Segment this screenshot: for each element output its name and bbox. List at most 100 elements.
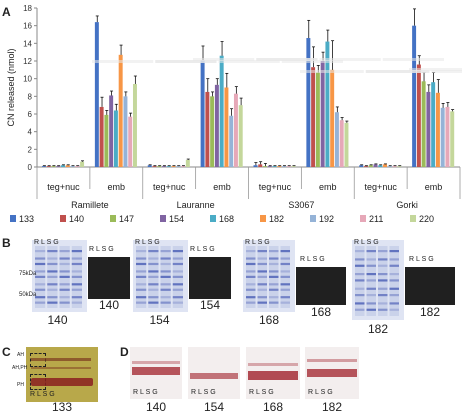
zymo-d-caption: 168 [246, 400, 300, 414]
bar [153, 166, 157, 167]
lane-labels: R L S G [30, 391, 55, 398]
bar [220, 56, 224, 167]
x-group-label: emb [425, 182, 443, 192]
bar [254, 165, 258, 167]
legend-swatch [410, 215, 416, 222]
bar [229, 116, 233, 167]
bar [321, 61, 325, 167]
bar [268, 166, 272, 167]
x-group-label: teg+nuc [365, 182, 398, 192]
bar [282, 166, 286, 167]
bar [109, 95, 113, 167]
band-ahph-label: AH,PH [12, 365, 27, 371]
legend-swatch [60, 215, 66, 222]
band-ah-label: AH [17, 352, 24, 358]
lane-labels: R L S G [300, 256, 325, 263]
legend-swatch [160, 215, 166, 222]
gel-b-140-coomassie: R L S G [32, 240, 87, 312]
mw-50-label: 50kDa [19, 292, 36, 298]
x-cultivar-label: Lauranne [177, 200, 215, 210]
legend-label: 140 [69, 214, 84, 224]
bar [383, 164, 387, 167]
mw-75-label: 75kDa [19, 271, 36, 277]
bar [234, 94, 238, 167]
bar [71, 166, 75, 167]
legend-label: 220 [419, 214, 434, 224]
gel-caption: 182 [352, 322, 404, 336]
bar [181, 166, 185, 167]
bar [56, 166, 60, 167]
bar [162, 166, 166, 167]
gel-b-182-coomassie: R L S G [352, 240, 404, 320]
bar [316, 72, 320, 167]
bar [397, 166, 401, 167]
legend-label: 192 [319, 214, 334, 224]
bar [133, 84, 137, 167]
bar [277, 166, 281, 167]
x-cultivar-label: S3067 [288, 200, 314, 210]
zymogram-c: R L S G [26, 347, 98, 402]
bar [186, 160, 190, 167]
panel-label-d: D [120, 345, 129, 359]
bar [445, 107, 449, 167]
bar [47, 166, 51, 167]
zymo-caption: 133 [26, 400, 98, 414]
bar [119, 55, 123, 167]
bar [287, 166, 291, 167]
bar [335, 112, 339, 167]
x-cultivar-label: Gorki [396, 200, 418, 210]
bar [42, 166, 46, 167]
bar [344, 123, 348, 167]
legend-label: 154 [169, 214, 184, 224]
panel-label-b: B [2, 236, 11, 250]
bar [123, 96, 127, 167]
bar [325, 42, 329, 167]
y-tick-label: 12 [23, 57, 32, 66]
x-group-label: teg+nuc [259, 182, 292, 192]
lane-labels: R L S G [308, 389, 333, 396]
bar [417, 65, 421, 167]
bar [273, 166, 277, 167]
gel-caption: 154 [132, 313, 187, 327]
legend-swatch [10, 215, 16, 222]
bar [292, 166, 296, 167]
bar [422, 81, 426, 167]
lane-labels: R L S G [135, 239, 160, 246]
bar [75, 166, 79, 167]
bar [393, 166, 397, 167]
legend-label: 182 [269, 214, 284, 224]
bar [364, 166, 368, 167]
gel-b-154-coomassie: R L S G [133, 240, 188, 312]
panel-label-a: A [2, 5, 11, 19]
bar [369, 165, 373, 167]
zymo-d-168: R L S G [246, 347, 300, 399]
y-tick-label: 0 [28, 163, 33, 172]
y-tick-label: 14 [23, 39, 32, 48]
y-tick-label: 18 [23, 4, 32, 13]
bar [311, 67, 315, 167]
lane-labels: R L S G [133, 389, 158, 396]
bar [167, 166, 171, 167]
legend-label: 133 [19, 214, 34, 224]
y-tick-label: 10 [23, 75, 32, 84]
zymo-d-140: R L S G [130, 347, 182, 399]
bar [210, 96, 214, 167]
legend-swatch [260, 215, 266, 222]
bar [426, 92, 430, 167]
blot-caption: 140 [88, 298, 130, 312]
panel-label-c: C [2, 345, 11, 359]
bar [431, 82, 435, 167]
bar [201, 60, 205, 167]
legend-label: 147 [119, 214, 134, 224]
x-group-label: teg+nuc [153, 182, 186, 192]
bar [100, 107, 104, 167]
bar [148, 165, 152, 167]
bar [52, 166, 56, 167]
bar [340, 120, 344, 167]
bar [378, 165, 382, 167]
bar [66, 165, 70, 167]
bar [306, 38, 310, 167]
gel-caption: 168 [243, 313, 295, 327]
bar [95, 22, 99, 167]
zymo-d-caption: 154 [188, 400, 240, 414]
